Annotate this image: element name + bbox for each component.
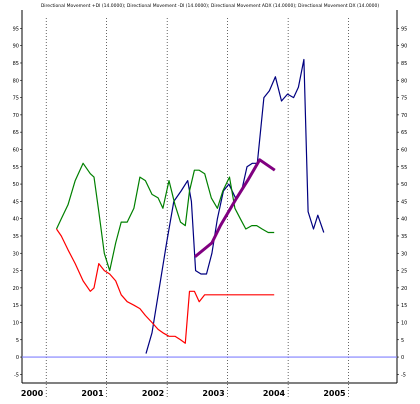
series-layer (55, 58, 325, 354)
x-tick-label-2000: 2000 (21, 389, 44, 398)
y-tick-label-left-0: 0 (16, 355, 19, 361)
series-line-4 (194, 158, 276, 258)
y-tick-label-right-50: 50 (401, 182, 407, 188)
y-tick-label-right-90: 90 (401, 44, 407, 50)
y-tick-label-right-25: 25 (401, 269, 407, 275)
y-tick-label-left-35: 35 (13, 234, 19, 240)
x-tick-label-2005: 2005 (323, 389, 346, 398)
y-tick-label-left-30: 30 (13, 251, 19, 257)
y-tick-label-left-45: 45 (13, 199, 19, 205)
y-tick-label-right-45: 45 (401, 199, 407, 205)
grid-layer (45, 18, 349, 397)
y-tick-label-right-55: 55 (401, 165, 407, 171)
y-tick-label-right-35: 35 (401, 234, 407, 240)
y-tick-label-right-75: 75 (401, 96, 407, 102)
y-tick-label-left-25: 25 (13, 269, 19, 275)
y-tick-label-right-30: 30 (401, 251, 407, 257)
y-tick-label-right--5: -5 (401, 372, 406, 378)
x-tick-label-2004: 2004 (263, 389, 286, 398)
series-line-2 (55, 162, 275, 272)
y-tick-label-right-5: 5 (401, 338, 404, 344)
y-tick-label-right-10: 10 (401, 320, 407, 326)
x-tick-label-2002: 2002 (142, 389, 164, 398)
y-tick-label-right-85: 85 (401, 61, 407, 67)
y-tick-label-right-70: 70 (401, 113, 407, 119)
x-tick-label-2001: 2001 (81, 389, 104, 398)
y-tick-label-left-75: 75 (13, 96, 19, 102)
y-tick-label-right-20: 20 (401, 286, 407, 292)
y-tick-label-right-80: 80 (401, 78, 407, 84)
y-tick-label-left-50: 50 (13, 182, 19, 188)
y-tick-label-left-55: 55 (13, 165, 19, 171)
y-tick-label-left-80: 80 (13, 78, 19, 84)
y-tick-label-right-0: 0 (401, 355, 404, 361)
y-tick-label-left-5: 5 (16, 338, 19, 344)
y-tick-label-left-40: 40 (13, 217, 19, 223)
series-line-3 (56, 228, 275, 344)
y-tick-label-left-90: 90 (13, 44, 19, 50)
y-tick-label-left-70: 70 (13, 113, 19, 119)
y-tick-label-right-60: 60 (401, 147, 407, 153)
y-tick-label-left-85: 85 (13, 61, 19, 67)
chart-title: Directional Movement +DI (14.0000); Dire… (41, 3, 380, 9)
x-tick-label-2003: 2003 (202, 389, 224, 398)
y-tick-label-right-65: 65 (401, 130, 407, 136)
y-tick-label-left-20: 20 (13, 286, 19, 292)
y-tick-label-left-15: 15 (13, 303, 19, 309)
y-tick-label-left--5: -5 (14, 372, 19, 378)
axes-layer (21, 10, 398, 384)
y-tick-label-right-95: 95 (401, 26, 407, 32)
y-tick-label-right-40: 40 (401, 217, 407, 223)
y-tick-label-left-10: 10 (13, 320, 19, 326)
y-tick-label-left-60: 60 (13, 147, 19, 153)
y-tick-label-left-95: 95 (13, 26, 19, 32)
y-tick-label-left-65: 65 (13, 130, 19, 136)
y-tick-label-right-15: 15 (401, 303, 407, 309)
